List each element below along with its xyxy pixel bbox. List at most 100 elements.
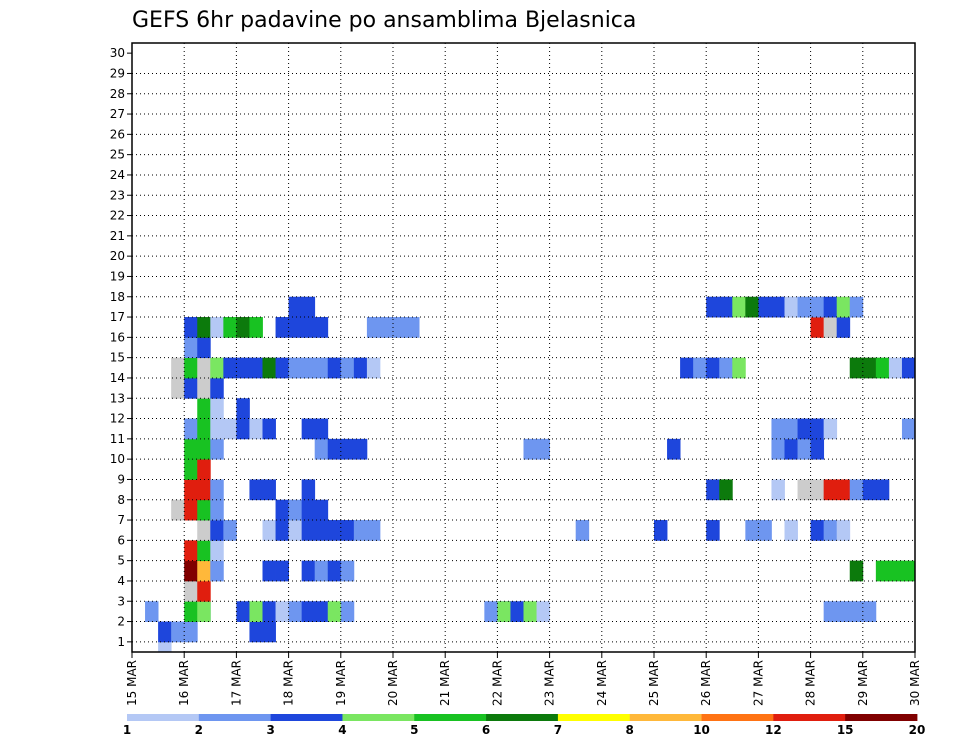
heatmap-cell — [901, 357, 916, 379]
heatmap-cell — [353, 357, 368, 379]
y-tick-label: 17 — [110, 310, 125, 324]
heatmap-cell — [210, 398, 224, 419]
plot-frame — [131, 42, 916, 653]
y-tick-label: 11 — [110, 432, 125, 446]
heatmap-cell — [288, 601, 303, 622]
heatmap-cell — [393, 317, 407, 338]
y-tick-label: 28 — [110, 87, 125, 101]
colorbar-label: 10 — [693, 723, 710, 737]
colorbar-label: 1 — [123, 723, 131, 737]
y-tick-label: 1 — [117, 635, 125, 649]
heatmap-cell — [810, 418, 825, 440]
x-tick-label: 18 MAR — [282, 660, 296, 706]
heatmap-cell — [523, 438, 537, 460]
y-tick-label: 18 — [110, 290, 125, 304]
colorbar-label: 5 — [410, 723, 418, 737]
heatmap-cell — [706, 357, 720, 379]
heatmap-cell — [340, 601, 355, 622]
colorbar-label: 15 — [837, 723, 854, 737]
heatmap-cell — [197, 540, 211, 562]
heatmap-cell — [223, 520, 237, 541]
heatmap-cell — [210, 418, 224, 440]
heatmap-cell — [379, 317, 394, 338]
heatmap-cell — [771, 296, 785, 318]
heatmap-cells — [145, 296, 916, 653]
heatmap-cell — [875, 357, 890, 379]
heatmap-cell — [314, 357, 329, 379]
heatmap-cell — [849, 601, 864, 622]
x-tick-label: 16 MAR — [177, 660, 191, 706]
heatmap-cell — [184, 459, 198, 480]
colorbar-swatch — [701, 714, 774, 721]
heatmap-cell — [210, 499, 224, 521]
heatmap-cell — [523, 601, 537, 622]
heatmap-cell — [575, 520, 590, 541]
colorbar-swatch — [629, 714, 702, 721]
heatmap-cell — [706, 296, 720, 318]
heatmap-cell — [862, 601, 877, 622]
heatmap-cell — [901, 418, 916, 440]
x-tick-label: 21 MAR — [438, 660, 452, 706]
heatmap-cell — [275, 520, 289, 541]
heatmap-cell — [223, 317, 237, 338]
heatmap-cell — [288, 317, 303, 338]
heatmap-cell — [301, 317, 316, 338]
x-tick-label: 30 MAR — [908, 660, 922, 706]
heatmap-cell — [197, 398, 211, 419]
heatmap-cell — [301, 479, 316, 501]
heatmap-cell — [536, 438, 550, 460]
heatmap-cell — [327, 357, 342, 379]
colorbar-swatch — [127, 714, 200, 721]
heatmap-cell — [758, 520, 772, 541]
y-tick-label: 19 — [110, 269, 125, 283]
heatmap-cell — [197, 499, 211, 521]
heatmap-cell — [236, 601, 250, 622]
heatmap-cell — [823, 520, 838, 541]
heatmap-cell — [314, 499, 329, 521]
colorbar-label: 2 — [195, 723, 203, 737]
heatmap-cell — [797, 418, 811, 440]
heatmap-cell — [836, 296, 851, 318]
heatmap-cell — [184, 479, 198, 501]
heatmap-cell — [366, 357, 381, 379]
heatmap-cell — [210, 357, 224, 379]
heatmap-cell — [849, 357, 864, 379]
y-tick-label: 26 — [110, 127, 125, 141]
heatmap-cell — [366, 317, 381, 338]
colorbar-label: 6 — [482, 723, 490, 737]
heatmap-cell — [667, 438, 681, 460]
heatmap-cell — [353, 520, 368, 541]
heatmap-cell — [197, 357, 211, 379]
heatmap-cell — [301, 520, 316, 541]
heatmap-cell — [197, 601, 211, 622]
heatmap-cell — [236, 357, 250, 379]
heatmap-cell — [366, 520, 381, 541]
heatmap-cell — [901, 560, 916, 582]
heatmap-cell — [223, 357, 237, 379]
heatmap-cell — [158, 621, 172, 643]
heatmap-cell — [262, 418, 276, 440]
heatmap-cell — [327, 520, 342, 541]
heatmap-cell — [275, 317, 289, 338]
heatmap-cell — [314, 560, 329, 582]
heatmap-cell — [836, 601, 851, 622]
heatmap-cell — [210, 377, 224, 399]
heatmap-cell — [301, 601, 316, 622]
colorbar-swatch — [557, 714, 631, 721]
heatmap-cell — [314, 317, 329, 338]
colorbar-swatch — [845, 714, 918, 721]
heatmap-cell — [484, 601, 498, 622]
heatmap-cell — [184, 357, 198, 379]
y-tick-label: 30 — [110, 46, 125, 60]
heatmap-cell — [249, 621, 263, 643]
y-tick-label: 14 — [110, 371, 125, 385]
y-tick-label: 10 — [110, 452, 125, 466]
x-tick-label: 19 MAR — [334, 660, 348, 706]
heatmap-cell — [536, 601, 550, 622]
heatmap-cell — [171, 377, 185, 399]
colorbar-swatch — [198, 714, 272, 721]
heatmap-cell — [262, 560, 276, 582]
heatmap-cell — [849, 479, 864, 501]
heatmap-cell — [249, 601, 263, 622]
